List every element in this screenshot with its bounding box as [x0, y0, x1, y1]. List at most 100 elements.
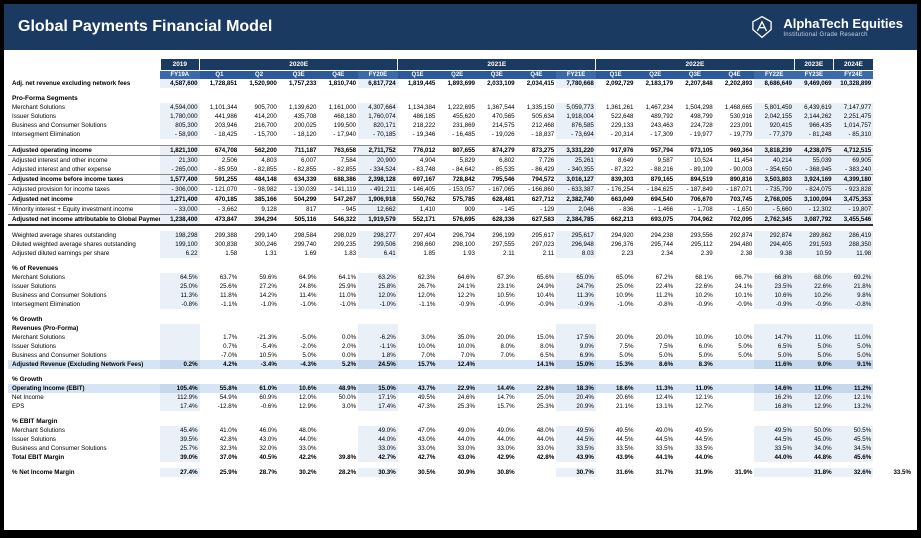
data-cell: 5,059,773 [556, 103, 596, 112]
period-header-cell: Q2E [437, 71, 477, 80]
data-cell: 22.8% [517, 384, 557, 393]
data-cell: 203,946 [200, 121, 240, 130]
data-cell: - 334,524 [358, 165, 398, 175]
data-cell: - 633,387 [556, 184, 596, 194]
data-cell: 2.38 [715, 249, 755, 258]
data-cell: - 77,379 [754, 130, 794, 139]
data-cell: 8.0% [517, 342, 557, 351]
data-cell [715, 426, 755, 435]
data-cell: 40.5% [239, 453, 279, 462]
data-cell: 44.0% [477, 435, 517, 444]
data-cell: - 19,346 [398, 130, 438, 139]
data-cell: 7.5% [636, 342, 676, 351]
data-cell: - 88,216 [636, 165, 676, 175]
data-cell: 12.0% [279, 393, 319, 402]
data-cell: 294,920 [596, 231, 636, 240]
data-cell: 1,757,233 [279, 79, 319, 88]
data-cell: 1,504,298 [675, 103, 715, 112]
data-cell: 45.0% [794, 435, 834, 444]
data-cell: - 33,000 [160, 204, 200, 214]
data-cell: 43.0% [398, 435, 438, 444]
data-cell: 905,700 [239, 103, 279, 112]
data-cell: 0.2% [160, 360, 200, 369]
data-cell: 11.6% [754, 360, 794, 369]
data-cell: 15.0% [556, 360, 596, 369]
data-cell: 2,251,475 [834, 112, 874, 121]
data-cell: - 19,026 [477, 130, 517, 139]
data-cell: 1,918,004 [556, 112, 596, 121]
data-cell: 3,455,546 [834, 214, 874, 225]
data-cell: 1.7% [200, 333, 240, 342]
data-cell: 294,480 [715, 240, 755, 249]
data-cell: - 1,708 [675, 204, 715, 214]
data-cell: 33.5% [636, 444, 676, 453]
year-header-cell: 2023E [794, 59, 834, 71]
data-cell: 1,101,344 [200, 103, 240, 112]
data-cell: 42.8% [200, 435, 240, 444]
data-cell [834, 324, 874, 333]
data-cell [675, 324, 715, 333]
data-cell: 231,869 [437, 121, 477, 130]
row-label: Issuer Solutions [8, 342, 160, 351]
data-cell: 11.8% [200, 291, 240, 300]
data-cell: 5.0% [794, 351, 834, 360]
data-cell: 2,762,345 [754, 214, 794, 225]
data-cell: 484,148 [239, 174, 279, 184]
data-cell: 66.8% [754, 273, 794, 282]
data-cell: 49.5% [754, 426, 794, 435]
data-cell: 292,874 [715, 231, 755, 240]
period-header-cell: Q2 [239, 71, 279, 80]
data-cell: 1,367,544 [477, 103, 517, 112]
data-cell: 711,187 [279, 145, 319, 155]
data-cell: 68.0% [794, 273, 834, 282]
data-cell: 9.0% [794, 360, 834, 369]
data-cell: 703,745 [715, 194, 755, 204]
data-cell: 4,712,515 [834, 145, 874, 155]
data-cell: 15.0% [358, 384, 398, 393]
data-cell: 14.2% [239, 291, 279, 300]
data-cell: 505,116 [279, 214, 319, 225]
data-cell: 44.5% [596, 435, 636, 444]
data-cell: - 18,425 [200, 130, 240, 139]
model-table-container[interactable]: 20192020E2021E2022E2023E2024EFY19AQ1Q2Q3… [4, 50, 917, 530]
data-cell: 20.0% [477, 333, 517, 342]
data-cell: 49.0% [636, 426, 676, 435]
row-label: Adjusted income before income taxes [8, 174, 160, 184]
data-cell: 3,503,803 [754, 174, 794, 184]
data-cell: 5,829 [437, 155, 477, 165]
data-cell: 5.0% [794, 342, 834, 351]
data-cell: 9.0% [556, 342, 596, 351]
data-cell: 2,768,005 [754, 194, 794, 204]
data-cell: 728,842 [437, 174, 477, 184]
row-label: Intersegment Elimination [8, 300, 160, 309]
data-cell: - 85,535 [477, 165, 517, 175]
data-cell: 5.0% [675, 351, 715, 360]
data-cell: - 81,248 [794, 130, 834, 139]
data-cell: 32.3% [200, 444, 240, 453]
data-cell: 30.2% [279, 468, 319, 477]
data-cell: 10.0% [398, 342, 438, 351]
data-cell: 20.0% [596, 333, 636, 342]
data-cell: 917,976 [596, 145, 636, 155]
data-cell: 704,962 [675, 214, 715, 225]
data-cell: 1,161,000 [319, 103, 359, 112]
data-cell: 25.3% [517, 402, 557, 411]
data-cell: 9.38 [754, 249, 794, 258]
data-cell: 296,376 [596, 240, 636, 249]
data-cell: - 17,940 [319, 130, 359, 139]
data-cell: 4,803 [239, 155, 279, 165]
data-cell [715, 393, 755, 402]
row-label: Merchant Solutions [8, 273, 160, 282]
data-cell: - 145 [477, 204, 517, 214]
data-cell: 28.7% [239, 468, 279, 477]
data-cell: 2,711,752 [358, 145, 398, 155]
data-cell: 46.0% [239, 426, 279, 435]
data-cell: 64.1% [319, 273, 359, 282]
data-cell: 2,202,893 [715, 79, 755, 88]
data-cell: 60.9% [239, 393, 279, 402]
data-cell: 33.0% [358, 444, 398, 453]
data-cell [200, 324, 240, 333]
data-cell: 44.5% [675, 435, 715, 444]
data-cell: - 83,748 [398, 165, 438, 175]
data-cell: 25.3% [437, 402, 477, 411]
